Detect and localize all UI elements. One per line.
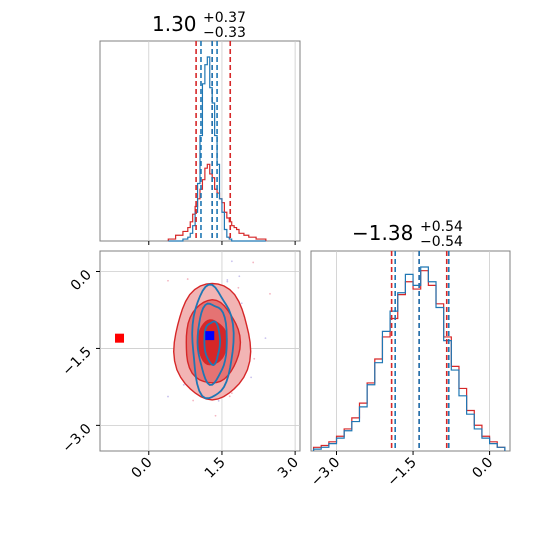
joint-frame	[99, 250, 301, 452]
histogram-param2-red-series	[312, 270, 506, 451]
joint-panel: 0.0 1.5 3.0 −3.0 −1.5 0.0	[59, 250, 302, 482]
joint-sample-point	[269, 292, 271, 295]
histogram-param1-ticks	[148, 241, 296, 245]
histogram-param1-frame	[99, 40, 301, 242]
histogram-param2-ticks: −3.0 −1.5 0.0	[308, 451, 496, 490]
blue-contour-level-1	[196, 302, 228, 386]
red-contour-level-2	[197, 319, 228, 366]
joint-contours	[172, 282, 252, 401]
joint-y-tick-label-0: −3.0	[59, 421, 94, 456]
joint-sample-point	[264, 337, 267, 340]
joint-sample-point	[230, 392, 233, 395]
joint-markers	[115, 331, 215, 343]
histogram-param1-quantile-lines	[195, 41, 232, 241]
joint-sample-point	[214, 414, 217, 417]
joint-sample-point	[238, 275, 241, 278]
joint-x-tick-label-0: 0.0	[129, 455, 156, 482]
param2-title-plus: +0.54	[420, 219, 463, 235]
histogram-param2-quantile-lines	[390, 251, 450, 451]
histogram-panel-param1	[99, 40, 301, 245]
param1-title-minus: −0.33	[203, 25, 246, 41]
joint-sample-point	[226, 279, 229, 281]
histogram-param2-steps	[312, 266, 506, 451]
param2-title-value: −1.38	[352, 221, 413, 245]
histogram-param1-red-series	[167, 163, 267, 241]
joint-sample-point	[167, 395, 169, 398]
param1-title-plus: +0.37	[203, 10, 246, 26]
joint-sample-point	[226, 280, 229, 283]
red-truth-marker	[115, 333, 125, 343]
param2-title-minus: −0.54	[420, 234, 463, 250]
histogram-param2-blue-series	[312, 266, 506, 451]
joint-sample-point	[252, 261, 255, 264]
param1-title-value: 1.30	[152, 12, 197, 36]
joint-y-tick-label-2: 0.0	[68, 267, 95, 294]
joint-sample-point	[240, 302, 243, 305]
param1-title: 1.30	[152, 12, 197, 36]
joint-x-tick-label-1: 1.5	[202, 455, 229, 482]
joint-sample-point	[228, 395, 231, 398]
histogram-panel-param2: −3.0 −1.5 0.0	[308, 250, 511, 490]
histogram-param2-frame	[310, 250, 511, 452]
joint-sample-point	[253, 357, 256, 360]
joint-y-tick-label-1: −1.5	[59, 344, 94, 379]
joint-sample-point	[186, 278, 189, 280]
joint-sample-point	[250, 376, 253, 379]
joint-sample-point	[237, 286, 240, 289]
histogram-param2-x-tick-label-0: −3.0	[308, 455, 343, 490]
histogram-param1-steps	[167, 56, 267, 242]
joint-sample-point	[230, 260, 233, 263]
joint-x-tick-label-2: 3.0	[275, 455, 302, 482]
histogram-param2-x-tick-label-2: 0.0	[469, 455, 496, 482]
histogram-param1-blue-series	[168, 56, 266, 242]
histogram-param2-x-tick-label-1: −1.5	[385, 455, 420, 490]
joint-sample-point	[182, 383, 185, 386]
joint-sample-point	[217, 399, 220, 402]
blue-contour-level-2	[203, 320, 221, 366]
param2-title: −1.38	[352, 221, 413, 245]
blue-contour-level-0	[191, 283, 235, 400]
joint-sample-point	[167, 279, 169, 282]
joint-sample-point	[192, 399, 195, 402]
blue-truth-marker	[205, 331, 215, 341]
